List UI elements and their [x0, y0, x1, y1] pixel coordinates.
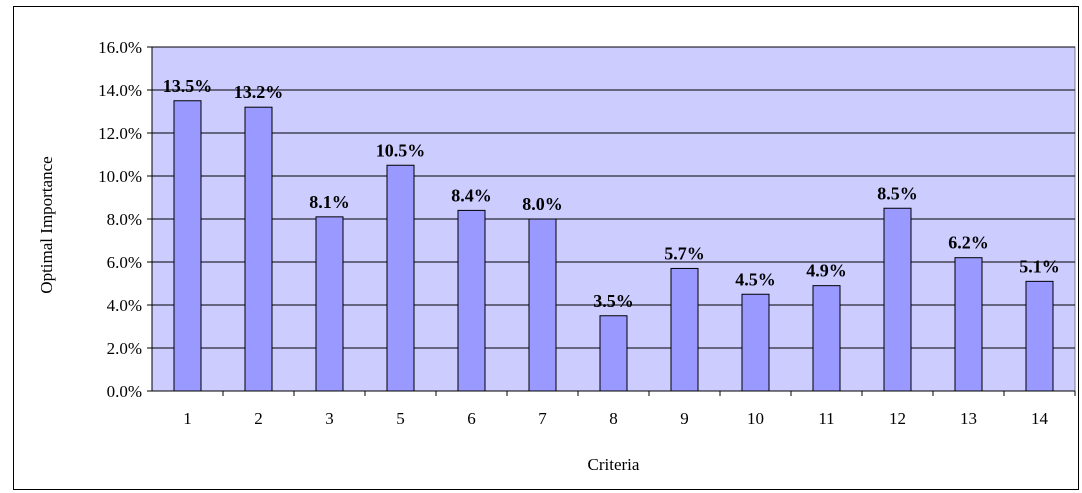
- bar-9: [670, 267, 699, 392]
- y-tick-label: 8.0%: [107, 210, 142, 229]
- data-label: 8.5%: [877, 183, 918, 203]
- bar-14: [1025, 280, 1054, 392]
- x-tick-label: 14: [1031, 409, 1049, 428]
- x-axis-ticks: 1 2 3 5 6 7 8 9 10 11 12 13 14: [183, 391, 1076, 428]
- bar-7: [528, 218, 557, 392]
- y-tick-label: 12.0%: [98, 124, 142, 143]
- y-axis-ticks: 0.0% 2.0% 4.0% 6.0% 8.0% 10.0% 12.0% 14.0% 16.0%: [98, 38, 152, 401]
- x-axis-title: Criteria: [588, 455, 640, 474]
- x-tick-label: 2: [254, 409, 263, 428]
- bar-6: [457, 209, 486, 392]
- bar-2: [244, 106, 273, 392]
- y-tick-label: 4.0%: [107, 296, 142, 315]
- bars: [173, 100, 1054, 392]
- data-label: 5.7%: [664, 243, 705, 263]
- x-tick-label: 9: [680, 409, 689, 428]
- x-tick-label: 3: [325, 409, 334, 428]
- y-tick-label: 14.0%: [98, 81, 142, 100]
- bar-12: [883, 207, 912, 392]
- bar-10: [741, 293, 770, 392]
- bar-1: [173, 100, 202, 392]
- data-label: 3.5%: [593, 291, 634, 311]
- x-tick-label: 12: [889, 409, 906, 428]
- data-labels: 13.5% 13.2% 8.1% 10.5% 8.4% 8.0% 3.5% 5.7% 4.5% 4…: [163, 76, 1060, 311]
- data-label: 5.1%: [1019, 256, 1060, 276]
- bar-8: [599, 315, 628, 392]
- x-tick-label: 13: [960, 409, 977, 428]
- y-tick-label: 2.0%: [107, 339, 142, 358]
- x-tick-label: 1: [183, 409, 192, 428]
- y-axis-title: Optimal Importance: [37, 156, 56, 293]
- x-tick-label: 6: [467, 409, 476, 428]
- x-tick-label: 7: [538, 409, 547, 428]
- y-tick-label: 0.0%: [107, 382, 142, 401]
- bar-11: [812, 285, 841, 392]
- data-label: 13.5%: [163, 76, 213, 96]
- data-label: 8.1%: [309, 192, 350, 212]
- y-tick-label: 16.0%: [98, 38, 142, 57]
- data-label: 4.9%: [806, 261, 847, 281]
- bar-5: [386, 164, 415, 392]
- data-label: 6.2%: [948, 233, 989, 253]
- data-label: 8.0%: [522, 194, 563, 214]
- x-tick-label: 8: [609, 409, 618, 428]
- data-label: 4.5%: [735, 269, 776, 289]
- x-tick-label: 10: [747, 409, 764, 428]
- x-tick-label: 11: [818, 409, 834, 428]
- x-tick-label: 5: [396, 409, 405, 428]
- bar-3: [315, 216, 344, 392]
- y-tick-label: 10.0%: [98, 167, 142, 186]
- data-label: 13.2%: [234, 82, 284, 102]
- data-label: 8.4%: [451, 185, 492, 205]
- bar-13: [954, 257, 983, 392]
- y-tick-label: 6.0%: [107, 253, 142, 272]
- data-label: 10.5%: [376, 140, 426, 160]
